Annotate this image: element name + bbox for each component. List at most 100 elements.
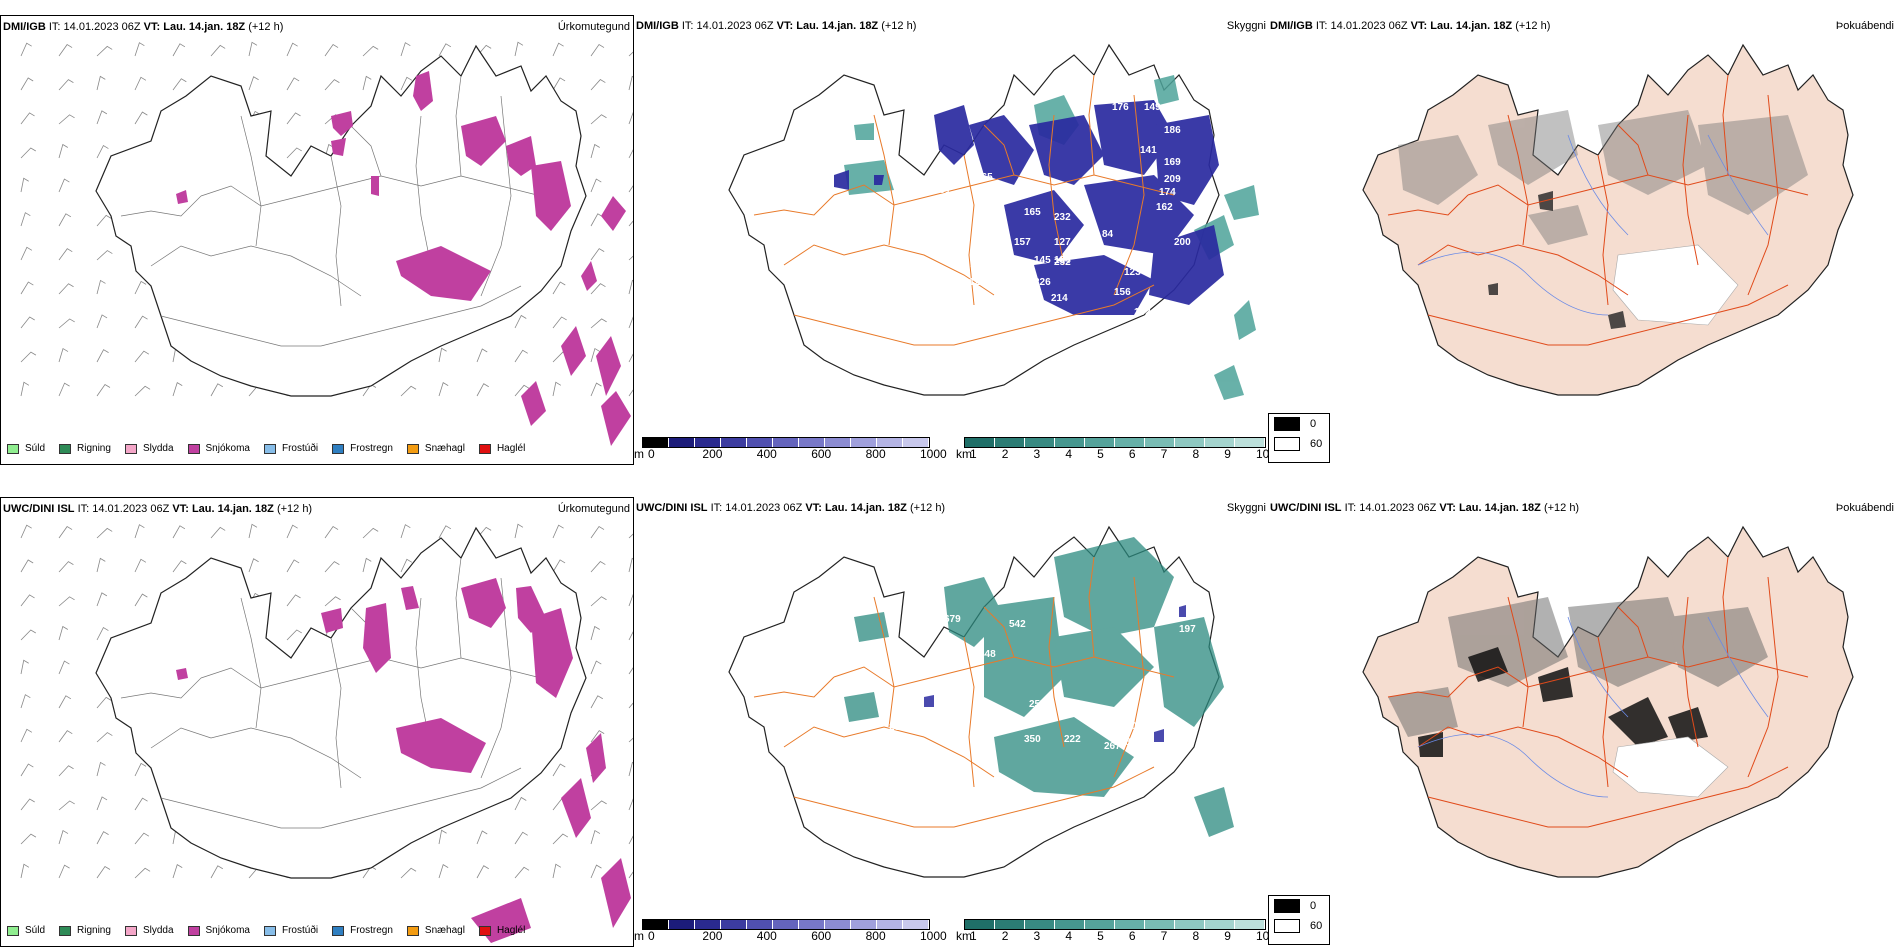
scale-segment xyxy=(1235,920,1265,929)
wind-barb xyxy=(58,625,69,641)
wind-barb xyxy=(324,79,340,91)
wind-barb xyxy=(20,147,37,159)
scale-segment xyxy=(851,920,877,929)
wind-barb xyxy=(628,761,633,777)
visibility-value-label: 165 xyxy=(1024,207,1041,218)
legend-swatch xyxy=(332,443,345,454)
wind-barb xyxy=(210,526,226,539)
visibility-value-label: 481 xyxy=(800,179,817,190)
legend-label: Rigning xyxy=(77,925,111,936)
wind-barb xyxy=(590,730,605,743)
visibility-value-label: 203 xyxy=(1006,190,1023,201)
wind-barb xyxy=(134,280,147,295)
wind-barb xyxy=(20,316,35,329)
wind-barb xyxy=(286,629,302,641)
wind-barb xyxy=(58,143,69,159)
wind-barb xyxy=(628,631,633,641)
wind-barb xyxy=(96,383,111,397)
wind-barb xyxy=(628,798,633,811)
wind-barb xyxy=(476,348,488,363)
scale-tick: 9 xyxy=(1224,929,1231,943)
wind-barb xyxy=(20,694,31,709)
wind-barb xyxy=(514,796,527,811)
wind-barb xyxy=(58,561,74,573)
glacier-white xyxy=(1612,244,1739,326)
scale-tick: 8 xyxy=(1192,929,1200,943)
visibility-value-label: 84 xyxy=(1102,229,1114,240)
panel-title: UWC/DINI ISL IT: 14.01.2023 06Z VT: Lau.… xyxy=(1270,502,1580,514)
legend-label: Snjókoma xyxy=(205,925,250,936)
snow-areas xyxy=(176,71,631,446)
visibility-value-label: 265 xyxy=(934,664,951,675)
wind-barb xyxy=(628,389,633,397)
legend-label: Snæhagl xyxy=(424,925,465,936)
legend-item: Snjókoma xyxy=(187,925,250,936)
scale-tick: 4 xyxy=(1065,929,1073,943)
legend-item: Haglél xyxy=(478,925,525,936)
wind-barb xyxy=(96,45,113,57)
rivers xyxy=(1417,616,1769,798)
wind-barb xyxy=(58,800,75,811)
wind-barb xyxy=(552,77,566,91)
wind-barb xyxy=(58,178,70,193)
legend-swatch xyxy=(478,925,491,936)
road-line xyxy=(120,677,202,699)
road-line xyxy=(455,75,462,177)
wind-barb xyxy=(324,596,341,607)
road-line xyxy=(1617,606,1649,658)
visibility-value-label: 232 xyxy=(1054,212,1071,223)
fog-shading xyxy=(1398,110,1808,245)
road-line xyxy=(793,284,1155,346)
wind-barb xyxy=(20,246,33,261)
scale-segment xyxy=(669,438,695,447)
scale-tick: 800 xyxy=(865,447,886,461)
fog-map xyxy=(1362,43,1854,396)
road-line xyxy=(833,656,1175,688)
roads xyxy=(753,74,1175,346)
road-line xyxy=(120,195,202,217)
wind-barb xyxy=(20,594,35,607)
wind-barb xyxy=(134,315,148,329)
wind-barb xyxy=(20,177,29,193)
scale-tick: 1 xyxy=(970,447,977,461)
road-line xyxy=(1113,576,1145,778)
scale-tick: 10 xyxy=(1256,447,1268,461)
panel-field-name: Úrkomutegund xyxy=(557,503,630,515)
precip-legend: Súld Rigning Slydda Snjókoma Frostúði Frostre… xyxy=(7,925,539,936)
visibility-value-label: 123 xyxy=(1124,267,1141,278)
wind-barb xyxy=(248,76,259,91)
wind-barb xyxy=(134,524,145,539)
wind-barb xyxy=(362,75,372,91)
wind-barb xyxy=(628,667,633,675)
visibility-value-label: 222 xyxy=(1064,734,1081,745)
iceland-coastline xyxy=(1362,43,1854,396)
visibility-value-label: 679 xyxy=(944,614,961,625)
visibility-value-label: 298 xyxy=(889,722,906,733)
wind-barb xyxy=(514,523,524,539)
visibility-value-label: 176 xyxy=(1112,102,1129,113)
scale-segment xyxy=(1055,920,1085,929)
wind-barb xyxy=(590,382,602,397)
wind-barb xyxy=(58,248,73,261)
wind-barb xyxy=(438,829,447,845)
wind-barb xyxy=(324,526,339,539)
visibility-value-label: 465 xyxy=(806,135,823,146)
visibility-value-label: 186 xyxy=(1164,125,1181,136)
wind-barb xyxy=(20,763,34,777)
wind-barb xyxy=(134,42,145,57)
precip-legend: Súld Rigning Slydda Snjókoma Frostúði Frostre… xyxy=(7,443,539,454)
visibility-value-label: 200 xyxy=(1174,237,1191,248)
scale-tick: 400 xyxy=(756,447,777,461)
legend-label: Snæhagl xyxy=(424,443,465,454)
wind-barb xyxy=(438,43,452,57)
road-line xyxy=(873,596,895,728)
legend-item: Rigning xyxy=(59,925,111,936)
fog-map xyxy=(1362,525,1854,878)
scale-tick: 3 xyxy=(1033,447,1041,461)
wind-barb xyxy=(96,214,112,227)
legend-item: Snæhagl xyxy=(406,925,465,936)
scale-tick: 8 xyxy=(1192,447,1200,461)
scale-segment xyxy=(747,438,773,447)
legend-swatch xyxy=(187,443,200,454)
